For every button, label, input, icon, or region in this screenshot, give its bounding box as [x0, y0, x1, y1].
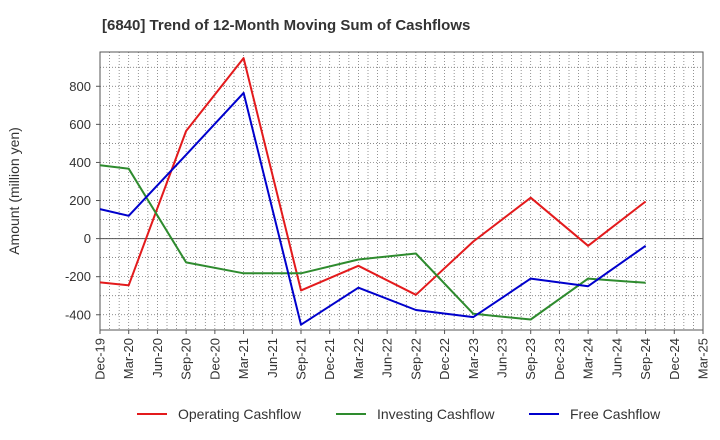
series-lines: [99, 57, 647, 326]
x-tick-label: Sep-23: [523, 338, 538, 380]
legend-label: Investing Cashflow: [377, 406, 495, 422]
x-tick-label: Mar-21: [236, 338, 251, 379]
series-line-operating-cashflow: [99, 57, 647, 296]
series-line-investing-cashflow: [99, 164, 646, 321]
y-axis-ticks: 800 600 400 200 0 -200 -400: [65, 79, 100, 322]
x-tick-label: Dec-22: [437, 338, 452, 380]
x-tick-label: Dec-23: [552, 338, 567, 380]
x-tick-label: Mar-24: [581, 338, 596, 379]
x-tick-label: Jun-21: [265, 338, 280, 378]
y-axis-label: Amount (million yen): [6, 127, 22, 255]
grid: [100, 52, 703, 330]
x-tick-label: Mar-23: [466, 338, 481, 379]
x-tick-label: Dec-19: [93, 338, 108, 380]
x-tick-label: Jun-22: [380, 338, 395, 378]
x-tick-label: Sep-24: [638, 338, 653, 380]
x-tick-label: Jun-23: [495, 338, 510, 378]
series-line-free-cashflow: [99, 91, 647, 326]
legend-label: Operating Cashflow: [178, 406, 302, 422]
x-tick-label: Sep-22: [408, 338, 423, 380]
x-tick-label: Sep-21: [294, 338, 309, 380]
y-tick-label: -200: [65, 269, 91, 284]
x-tick-label: Jun-20: [150, 338, 165, 378]
legend-label: Free Cashflow: [570, 406, 661, 422]
y-tick-label: -400: [65, 307, 91, 322]
x-axis-ticks: Dec-19 Mar-20 Jun-20 Sep-20 Dec-20 Mar-21 Jun-…: [93, 330, 711, 380]
y-tick-label: 800: [69, 79, 91, 94]
x-tick-label: Dec-21: [322, 338, 337, 380]
x-tick-label: Mar-25: [696, 338, 711, 379]
x-tick-label: Dec-20: [207, 338, 222, 380]
plot-area: [99, 51, 704, 331]
x-tick-label: Jun-24: [609, 338, 624, 378]
x-tick-label: Dec-24: [667, 338, 682, 380]
y-tick-label: 200: [69, 193, 91, 208]
chart-title: [6840] Trend of 12-Month Moving Sum of C…: [102, 17, 470, 34]
legend: Operating Cashflow Investing Cashflow Free…: [137, 406, 661, 422]
y-tick-label: 0: [84, 231, 91, 246]
y-tick-label: 400: [69, 155, 91, 170]
x-tick-label: Mar-22: [351, 338, 366, 379]
x-tick-label: Mar-20: [121, 338, 136, 379]
y-tick-label: 600: [69, 117, 91, 132]
x-tick-label: Sep-20: [179, 338, 194, 380]
